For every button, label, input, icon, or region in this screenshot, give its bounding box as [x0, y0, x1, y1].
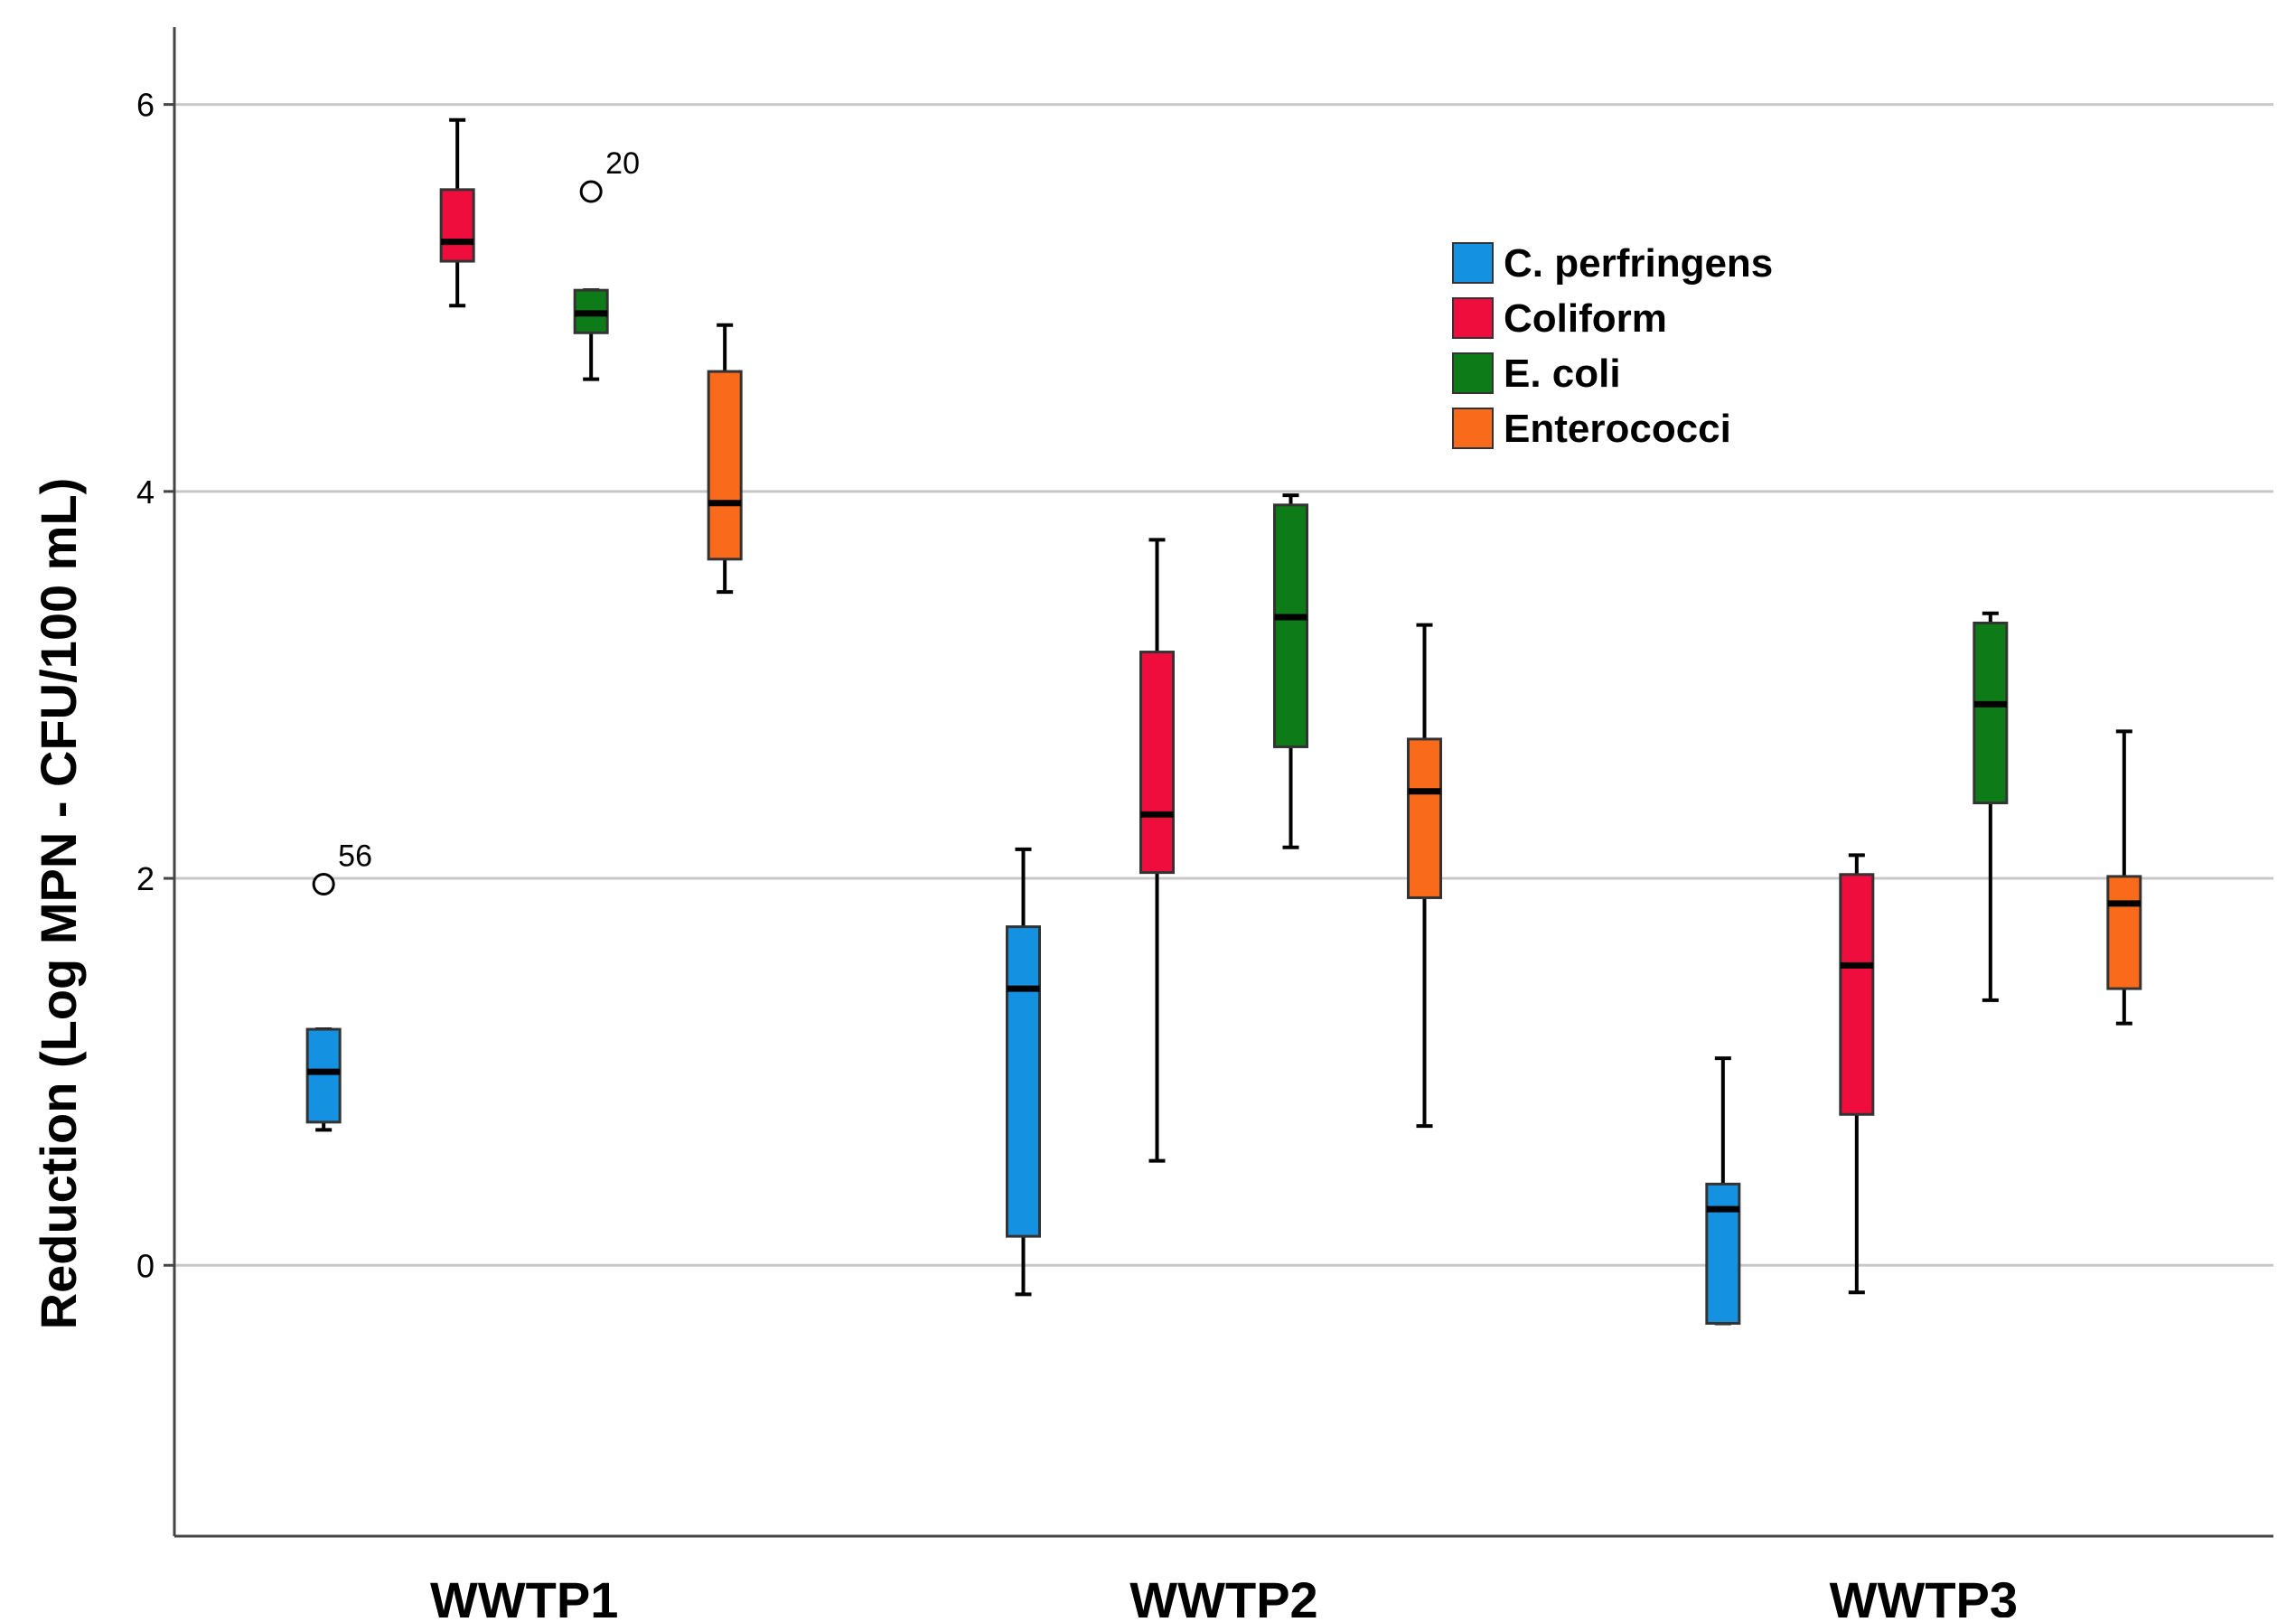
- legend: C. perfringens Coliform E. coli Enterococci: [1452, 241, 1773, 451]
- box-enterococci-wwtp1: [707, 323, 743, 595]
- outlier-label: 20: [605, 146, 640, 181]
- outlier-point: [579, 180, 603, 203]
- box-coliform-wwtp2: [1139, 538, 1175, 1163]
- legend-swatch: [1452, 352, 1494, 394]
- box-c-perfringens-wwtp2: [1006, 847, 1041, 1297]
- box-c-perfringens-wwtp3: [1705, 1056, 1741, 1326]
- outlier-point: [312, 872, 335, 895]
- box-e-coli-wwtp2: [1273, 493, 1308, 849]
- box-iqr: [1839, 873, 1875, 1116]
- box-iqr: [439, 188, 475, 263]
- box-iqr: [2106, 875, 2142, 990]
- y-tick-label: 0: [136, 1247, 155, 1284]
- x-category-label: WWTP2: [1129, 1571, 1317, 1617]
- legend-swatch: [1452, 408, 1494, 449]
- box-c-perfringens-wwtp1: 56: [305, 839, 372, 1132]
- box-iqr: [305, 1027, 342, 1124]
- box-iqr: [1273, 503, 1308, 748]
- gridlines: [174, 103, 2273, 1267]
- y-axis-title: Reduction (Log MPN - CFU/100 mL): [30, 478, 87, 1330]
- axes: 0 2 4 6 WWTP1 WWTP2 WWTP3: [136, 27, 2273, 1622]
- legend-label: Coliform: [1504, 296, 1667, 341]
- box-iqr: [1407, 737, 1442, 899]
- boxes: 56 20: [305, 117, 2142, 1326]
- legend-label: Enterococci: [1504, 407, 1731, 451]
- box-iqr: [1705, 1182, 1741, 1325]
- y-tick-label: 2: [136, 860, 155, 897]
- x-category-label: WWTP1: [430, 1571, 618, 1617]
- x-category-label: WWTP3: [1830, 1571, 2018, 1617]
- box-iqr: [1973, 621, 2009, 805]
- box-iqr: [1139, 651, 1175, 875]
- y-tick-label: 4: [136, 473, 155, 511]
- legend-swatch: [1452, 242, 1494, 284]
- box-coliform-wwtp1: [439, 117, 475, 308]
- box-iqr: [707, 370, 743, 561]
- box-e-coli-wwtp3: [1973, 611, 2009, 1002]
- outlier-label: 56: [338, 839, 372, 873]
- box-enterococci-wwtp3: [2106, 729, 2142, 1026]
- legend-label: C. perfringens: [1504, 241, 1773, 286]
- box-enterococci-wwtp2: [1407, 623, 1442, 1129]
- box-e-coli-wwtp1: 20: [573, 146, 640, 381]
- box-iqr: [1006, 925, 1041, 1238]
- legend-label: E. coli: [1504, 352, 1621, 396]
- legend-swatch: [1452, 297, 1494, 339]
- y-tick-label: 6: [136, 87, 155, 124]
- box-coliform-wwtp3: [1839, 853, 1875, 1295]
